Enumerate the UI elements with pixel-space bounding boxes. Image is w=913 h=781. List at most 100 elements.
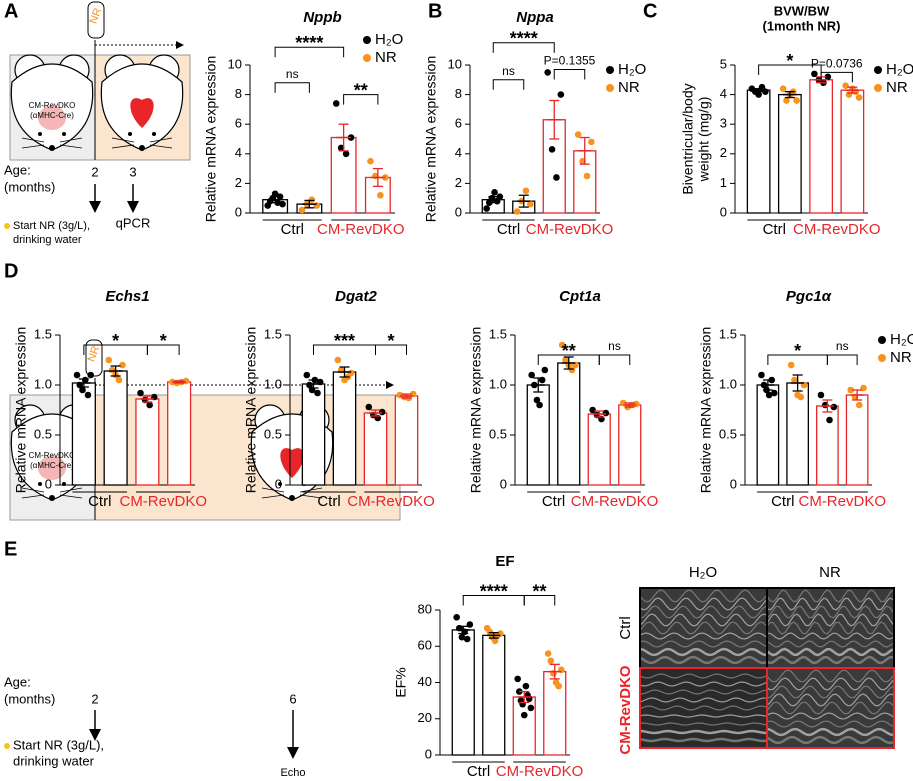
y-tick-label: 6 [235,116,242,131]
chart-title: Cpt1a [559,288,601,305]
group-label: CM-RevDKO [798,493,886,510]
data-point [852,88,860,95]
y-tick-label: 2 [455,175,462,190]
y-tick-label: 80 [418,601,432,616]
legend-label: NR [618,79,640,96]
chart-title: Nppb [303,9,341,26]
data-point [73,371,81,379]
data-point [514,675,521,683]
data-point [522,682,530,690]
mouse-label: CM-RevDKO [29,101,76,110]
echo-trace [639,632,767,640]
echo-trace [766,597,894,611]
age-label: Age: [4,162,31,177]
data-point [365,403,373,411]
time: 2 [91,691,98,706]
legend-marker [878,354,886,362]
y-tick-label: 20 [418,710,432,725]
annotation: P=0.1355 [544,54,596,68]
group-label: CM-RevDKO [526,221,614,238]
legend-marker [874,66,882,74]
bar [618,404,642,486]
y-tick-label: 6 [455,116,462,131]
y-tick-label: 2 [235,175,242,190]
data-point [271,190,279,198]
echo-trace [639,640,767,648]
y-tick-label: 1 [720,175,727,190]
chart-title: (1month NR) [763,18,841,33]
data-point [303,371,311,379]
echo-trace [766,712,894,720]
bar [777,93,802,214]
bar [103,370,128,486]
echo-column: NR [819,564,841,581]
heart [38,456,66,480]
echo-bg [767,588,894,668]
bracket [598,354,631,365]
data-point [533,396,541,404]
time: 3 [129,164,136,179]
group-label: CM-RevDKO [571,493,659,510]
data-point [783,97,790,104]
y-tick-label: 1.5 [34,326,52,341]
data-point [779,85,787,92]
echo-trace [639,605,767,619]
legend-label: H₂O [618,61,646,78]
panel-letter: E [4,538,17,560]
echo-trace [639,737,767,743]
data-point [771,389,778,397]
annotation: ns [502,64,515,78]
chart-title: Dgat2 [335,288,377,305]
y-axis-label: Relative mRNA expression [423,56,439,223]
data-point [342,150,350,158]
data-point [845,91,853,98]
legend-label: NR [890,349,912,366]
bar [845,394,869,486]
echo-trace [766,655,893,665]
bar [167,381,192,486]
data-point [787,361,795,369]
group-label: Ctrl [763,221,786,238]
echo-trace [766,605,894,619]
tube-label: NR [88,6,105,25]
y-tick-label: 1.0 [719,376,737,391]
y-tick-label: 0 [455,204,462,219]
y-tick-label: 0 [45,476,52,491]
annotation: ** [354,80,368,100]
annotation: * [794,341,801,361]
mouse-label: (αMHC-Cre) [30,461,74,470]
chart-title: EF [495,553,514,570]
data-point [811,70,818,78]
legend-marker [363,54,371,62]
y-tick-label: 1.5 [719,326,737,341]
legend-marker [878,336,886,344]
start-label: drinking water [13,753,95,768]
echo-trace [639,681,767,687]
data-point [527,704,535,712]
echo-trace [639,647,767,657]
legend-label: NR [886,79,908,96]
data-point [79,386,86,394]
annotation: * [387,331,394,351]
legend-marker [874,84,882,92]
mouse-label: (αMHC-Cre) [30,111,74,120]
echo-trace [766,677,894,691]
bar [482,634,506,756]
data-point [496,193,504,201]
data-point [544,650,552,657]
data-point [486,628,494,636]
bullet [4,743,10,749]
data-point [855,401,863,409]
y-tick-label: 2 [720,145,727,160]
bar [840,89,865,214]
echo-trace [766,640,894,648]
echo-trace [639,589,767,603]
echo-bg [640,668,767,748]
echo-trace [639,655,767,665]
bar [394,395,419,486]
mouse-label: CM-RevDKO [29,451,76,460]
chart-title: BVW/BW [774,3,830,18]
panel-letter: C [643,0,657,22]
echo-trace [766,589,894,603]
